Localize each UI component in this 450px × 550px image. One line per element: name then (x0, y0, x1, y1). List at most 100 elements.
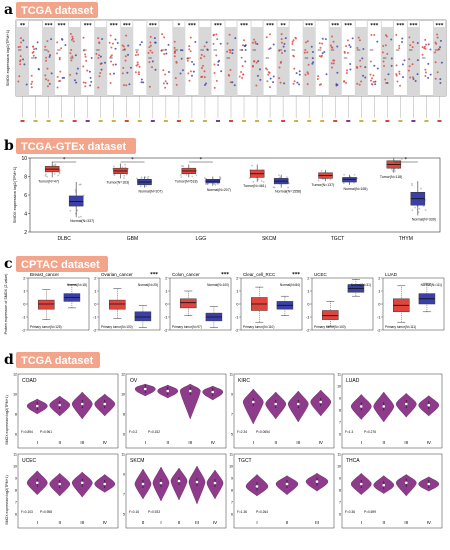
panel-c-tumor-n: Primary tumor(N=125) (30, 325, 62, 329)
panel-a-point (90, 56, 93, 59)
panel-a-point (369, 73, 372, 76)
panel-a-point (427, 43, 430, 46)
panel-a-plot: SMOX expression log2(TPM+1)** *** *** *** **… (5, 19, 447, 122)
panel-d-stage-label: II (382, 520, 385, 525)
panel-c-tumor-n: Primary tumor(N=97) (172, 325, 202, 329)
panel-a-point (373, 64, 376, 67)
panel-a-point (181, 49, 184, 52)
panel-d-stage-label: IV (213, 520, 217, 525)
panel-a-point (283, 42, 286, 45)
panel-c-title: CPTAC dataset (21, 259, 100, 271)
panel-a-point (140, 78, 143, 81)
panel-c-normal-n: Normal(N=25) (138, 283, 158, 287)
panel-a-point (179, 72, 182, 75)
panel-d-median (359, 482, 363, 486)
panel-a-point (116, 42, 119, 45)
panel-a-sig-bar (108, 21, 120, 27)
panel-b-point (410, 182, 413, 185)
panel-a-point (114, 38, 117, 41)
panel-a-point (126, 71, 129, 74)
panel-a-point (109, 82, 112, 85)
panel-a-sig-bar (69, 21, 81, 27)
panel-a-point (425, 43, 428, 46)
panel-a-sig: *** (344, 23, 352, 29)
panel-a-point (148, 61, 151, 64)
panel-b-point (400, 158, 403, 160)
panel-a-point (64, 43, 67, 46)
panel-b-point (185, 173, 188, 176)
panel-a-point (148, 85, 151, 88)
panel-a-point (272, 43, 275, 46)
panel-d-stage-label: II (286, 520, 289, 525)
panel-d-ytick-label: 6 (339, 433, 341, 437)
panel-d-stage-label: IV (103, 440, 107, 445)
panel-a-point (33, 48, 36, 51)
panel-a-shade (224, 20, 238, 96)
panel-b-tumor-n: Tumor(N=47) (38, 179, 59, 183)
panel-a-point (17, 80, 20, 83)
panel-a-point (85, 59, 88, 62)
panel-b-point (219, 176, 222, 179)
panel-d-stage-label: III (296, 440, 300, 445)
panel-d-stage-label: I (37, 520, 38, 525)
panel-a-point (50, 72, 53, 75)
panel-a-point (189, 70, 192, 73)
panel-a-point (318, 42, 321, 45)
panel-a-axis-marker (20, 120, 25, 122)
panel-b-point (353, 173, 356, 176)
panel-c-subtitle: Clear_cell_RCC (243, 272, 276, 277)
panel-d-ytick-label: 8 (15, 489, 17, 493)
panel-a-point (25, 83, 28, 86)
panel-a-point (372, 74, 375, 77)
panel-a-point (294, 36, 297, 39)
panel-a-axis-marker (189, 120, 194, 122)
panel-a-point (434, 41, 437, 44)
panel-a-point (167, 70, 170, 73)
panel-a-axis-marker (268, 120, 273, 122)
panel-a-sig-bar (342, 21, 354, 27)
panel-a-axis-marker (424, 120, 429, 122)
panel-d-median (255, 485, 259, 488)
panel-a-point (213, 72, 216, 75)
panel-a-point (30, 86, 33, 89)
panel-d-ytick-label: 6 (231, 513, 233, 517)
panel-b-point (123, 177, 125, 180)
panel-a-point (97, 86, 100, 89)
panel-a-point (37, 68, 40, 71)
panel-d-ytick-label: 11 (229, 373, 233, 377)
panel-a-point (63, 76, 66, 79)
panel-a-point (427, 76, 430, 79)
panel-d-subtitle: THCA (346, 458, 360, 464)
panel-d-stage-label: IV (319, 440, 323, 445)
panel-a-point (226, 50, 229, 53)
panel-a-point (70, 48, 73, 51)
panel-a-point (384, 44, 387, 47)
panel-a-axis-marker (111, 120, 116, 122)
panel-a-point (395, 64, 398, 67)
panel-b-point (342, 182, 345, 185)
panel-d-median (35, 481, 39, 485)
panel-a-point (127, 53, 130, 56)
panel-a-point (110, 60, 113, 63)
panel-b-category: THYM (399, 236, 413, 242)
panel-b-point (390, 168, 393, 170)
panel-d-median (359, 405, 363, 408)
panel-a-sig-bar (30, 21, 42, 27)
panel-d-stat-p: P=0.0654 (256, 430, 270, 434)
panel-d-ytick-label: 8 (339, 489, 341, 493)
panel-a-axis-marker (255, 120, 260, 122)
panel-a-point (408, 58, 411, 61)
panel-c-ytick-label: -2 (164, 328, 168, 333)
panel-a-point (203, 70, 206, 73)
panel-d-ytick-label: 9 (231, 477, 233, 481)
panel-b-sig: * (131, 157, 134, 163)
panel-a-point (101, 38, 104, 41)
panel-a-point (58, 56, 61, 59)
panel-d-ytick-label: 6 (123, 433, 125, 437)
panel-a-title: TCGA dataset (21, 5, 94, 17)
panel-a-point (427, 62, 430, 65)
panel-a-point (97, 56, 100, 59)
panel-a-point (369, 79, 372, 82)
panel-a-sig-bar (368, 21, 380, 27)
panel-a-axis-marker (72, 120, 77, 122)
